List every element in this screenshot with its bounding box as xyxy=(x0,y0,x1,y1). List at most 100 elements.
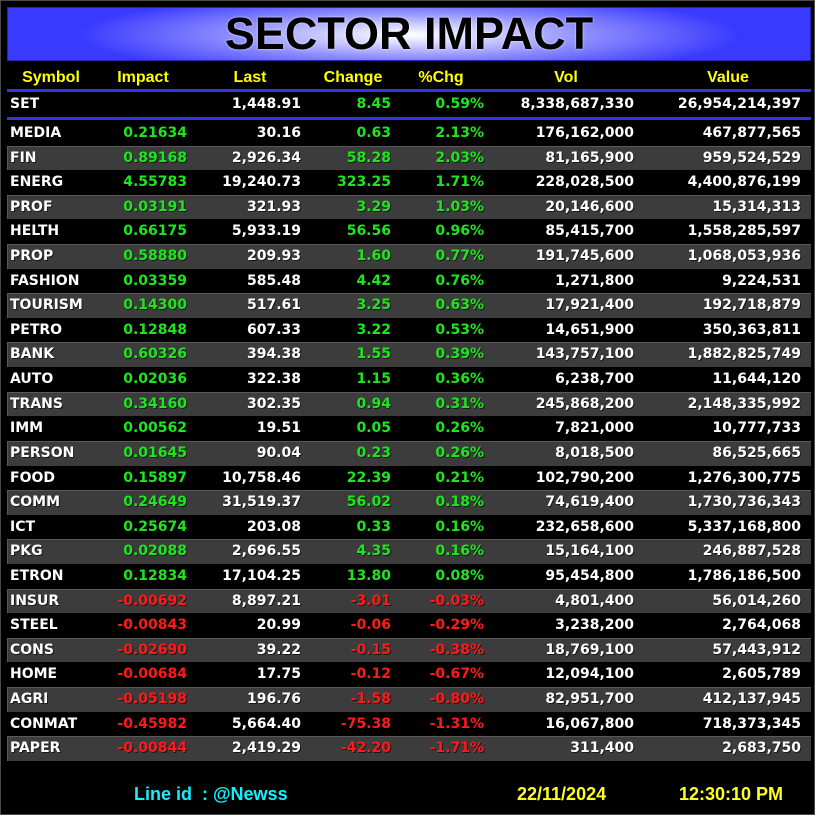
impact-cell: -0.00692 xyxy=(117,592,187,609)
symbol-cell: FIN xyxy=(10,149,37,166)
impact-cell: 0.34160 xyxy=(123,395,187,412)
pct-change-cell: 0.96% xyxy=(435,223,484,240)
sector-row: HELTH 0.66175 5,933.19 56.56 0.96% 85,415,700… xyxy=(7,219,811,244)
value-cell: 246,887,528 xyxy=(702,543,801,560)
value-cell: 9,224,531 xyxy=(722,272,801,289)
symbol-cell: PAPER xyxy=(10,740,61,757)
value-cell: 56,014,260 xyxy=(712,592,801,609)
value-cell: 412,137,945 xyxy=(702,691,801,708)
change-cell: 13.80 xyxy=(346,567,391,584)
date-label: 22/11/2024 xyxy=(517,784,607,804)
value-cell: 1,786,186,500 xyxy=(687,567,801,584)
last-cell: 2,419.29 xyxy=(231,740,301,757)
pct-change-cell: 0.18% xyxy=(435,494,484,511)
symbol-cell: TRANS xyxy=(10,395,63,412)
line-id-label: Line id : @Newss xyxy=(134,784,288,804)
volume-cell: 176,162,000 xyxy=(535,125,634,141)
title-banner: SECTOR IMPACT xyxy=(7,7,811,61)
value-cell: 1,068,053,936 xyxy=(687,248,801,265)
volume-cell: 191,745,600 xyxy=(535,248,634,265)
sector-row: PKG 0.02088 2,696.55 4.35 0.16% 15,164,100 246… xyxy=(7,539,811,564)
symbol-cell: TOURISM xyxy=(10,297,83,314)
symbol-cell: CONMAT xyxy=(10,715,78,732)
last-cell: 1,448.91 xyxy=(231,96,301,112)
change-cell: 3.22 xyxy=(356,321,391,338)
symbol-cell: PETRO xyxy=(10,321,63,338)
last-cell: 585.48 xyxy=(246,272,301,289)
sector-row: MEDIA 0.21634 30.16 0.63 2.13% 176,162,000 467… xyxy=(7,121,811,146)
last-cell: 322.38 xyxy=(246,371,301,388)
last-cell: 203.08 xyxy=(246,518,301,535)
pct-change-cell: -0.67% xyxy=(429,666,484,683)
volume-cell: 245,868,200 xyxy=(535,395,634,412)
pct-change-cell: 2.03% xyxy=(435,149,484,166)
volume-cell: 18,769,100 xyxy=(545,641,634,658)
pct-change-cell: 0.76% xyxy=(435,272,484,289)
change-cell: 0.23 xyxy=(356,444,391,461)
column-header-row: Symbol Impact Last Change %Chg Vol Value xyxy=(1,65,815,91)
value-cell: 1,276,300,775 xyxy=(687,469,801,486)
column-header-value: Value xyxy=(707,69,749,86)
column-header-last: Last xyxy=(233,69,267,86)
impact-cell: 0.00562 xyxy=(123,420,187,437)
change-cell: -1.58 xyxy=(350,691,391,708)
pct-change-cell: 0.26% xyxy=(435,444,484,461)
sector-row: AGRI -0.05198 196.76 -1.58 -0.80% 82,951,700 4… xyxy=(7,687,811,712)
sector-row: PAPER -0.00844 2,419.29 -42.20 -1.71% 311,400… xyxy=(7,736,811,761)
time-label: 12:30:10 PM xyxy=(679,784,784,804)
last-cell: 209.93 xyxy=(246,248,301,265)
value-cell: 11,644,120 xyxy=(712,371,801,388)
volume-cell: 82,951,700 xyxy=(545,691,634,708)
volume-cell: 81,165,900 xyxy=(545,149,634,166)
last-cell: 10,758.46 xyxy=(222,469,301,486)
volume-cell: 8,338,687,330 xyxy=(520,96,634,112)
impact-cell xyxy=(111,92,187,117)
impact-cell: 0.03359 xyxy=(123,272,187,289)
last-cell: 31,519.37 xyxy=(222,494,301,511)
impact-cell: 0.01645 xyxy=(123,444,187,461)
volume-cell: 20,146,600 xyxy=(545,198,634,215)
sector-row: TOURISM 0.14300 517.61 3.25 0.63% 17,921,400 1… xyxy=(7,293,811,318)
change-cell: 58.28 xyxy=(346,149,391,166)
value-cell: 467,877,565 xyxy=(702,125,801,141)
value-cell: 2,605,789 xyxy=(722,666,801,683)
sector-row: PETRO 0.12848 607.33 3.22 0.53% 14,651,900 350… xyxy=(7,318,811,343)
impact-cell: -0.00843 xyxy=(117,617,187,634)
sector-row: IMM 0.00562 19.51 0.05 0.26% 7,821,000 10,777,… xyxy=(7,416,811,441)
volume-cell: 1,271,800 xyxy=(555,272,634,289)
last-cell: 2,696.55 xyxy=(231,543,301,560)
sector-table: MEDIA 0.21634 30.16 0.63 2.13% 176,162,000 467… xyxy=(7,121,811,761)
pct-change-cell: -0.80% xyxy=(429,691,484,708)
impact-cell: 0.12834 xyxy=(123,567,187,584)
pct-change-cell: 1.71% xyxy=(435,174,484,191)
impact-cell: -0.00844 xyxy=(117,740,187,757)
volume-cell: 3,238,200 xyxy=(555,617,634,634)
impact-cell: -0.05198 xyxy=(117,691,187,708)
value-cell: 57,443,912 xyxy=(712,641,801,658)
symbol-cell: FOOD xyxy=(10,469,55,486)
last-cell: 607.33 xyxy=(246,321,301,338)
last-cell: 5,933.19 xyxy=(231,223,301,240)
impact-cell: 0.15897 xyxy=(123,469,187,486)
value-cell: 10,777,733 xyxy=(712,420,801,437)
symbol-cell: ICT xyxy=(10,518,36,535)
last-cell: 196.76 xyxy=(246,691,301,708)
value-cell: 1,558,285,597 xyxy=(687,223,801,240)
symbol-cell: AUTO xyxy=(10,371,54,388)
volume-cell: 95,454,800 xyxy=(545,567,634,584)
volume-cell: 16,067,800 xyxy=(545,715,634,732)
value-cell: 2,148,335,992 xyxy=(687,395,801,412)
symbol-cell: CONS xyxy=(10,641,54,658)
symbol-cell: COMM xyxy=(10,494,61,511)
impact-cell: -0.00684 xyxy=(117,666,187,683)
value-cell: 1,882,825,749 xyxy=(687,346,801,363)
sector-row: HOME -0.00684 17.75 -0.12 -0.67% 12,094,100 2,… xyxy=(7,662,811,687)
volume-cell: 102,790,200 xyxy=(535,469,634,486)
value-cell: 5,337,168,800 xyxy=(687,518,801,535)
sector-row: CONMAT -0.45982 5,664.40 -75.38 -1.31% 16,067… xyxy=(7,712,811,737)
value-cell: 86,525,665 xyxy=(712,444,801,461)
column-header-pct-change: %Chg xyxy=(418,69,464,86)
pct-change-cell: 0.39% xyxy=(435,346,484,363)
value-cell: 2,683,750 xyxy=(722,740,801,757)
symbol-cell: SET xyxy=(10,96,40,112)
